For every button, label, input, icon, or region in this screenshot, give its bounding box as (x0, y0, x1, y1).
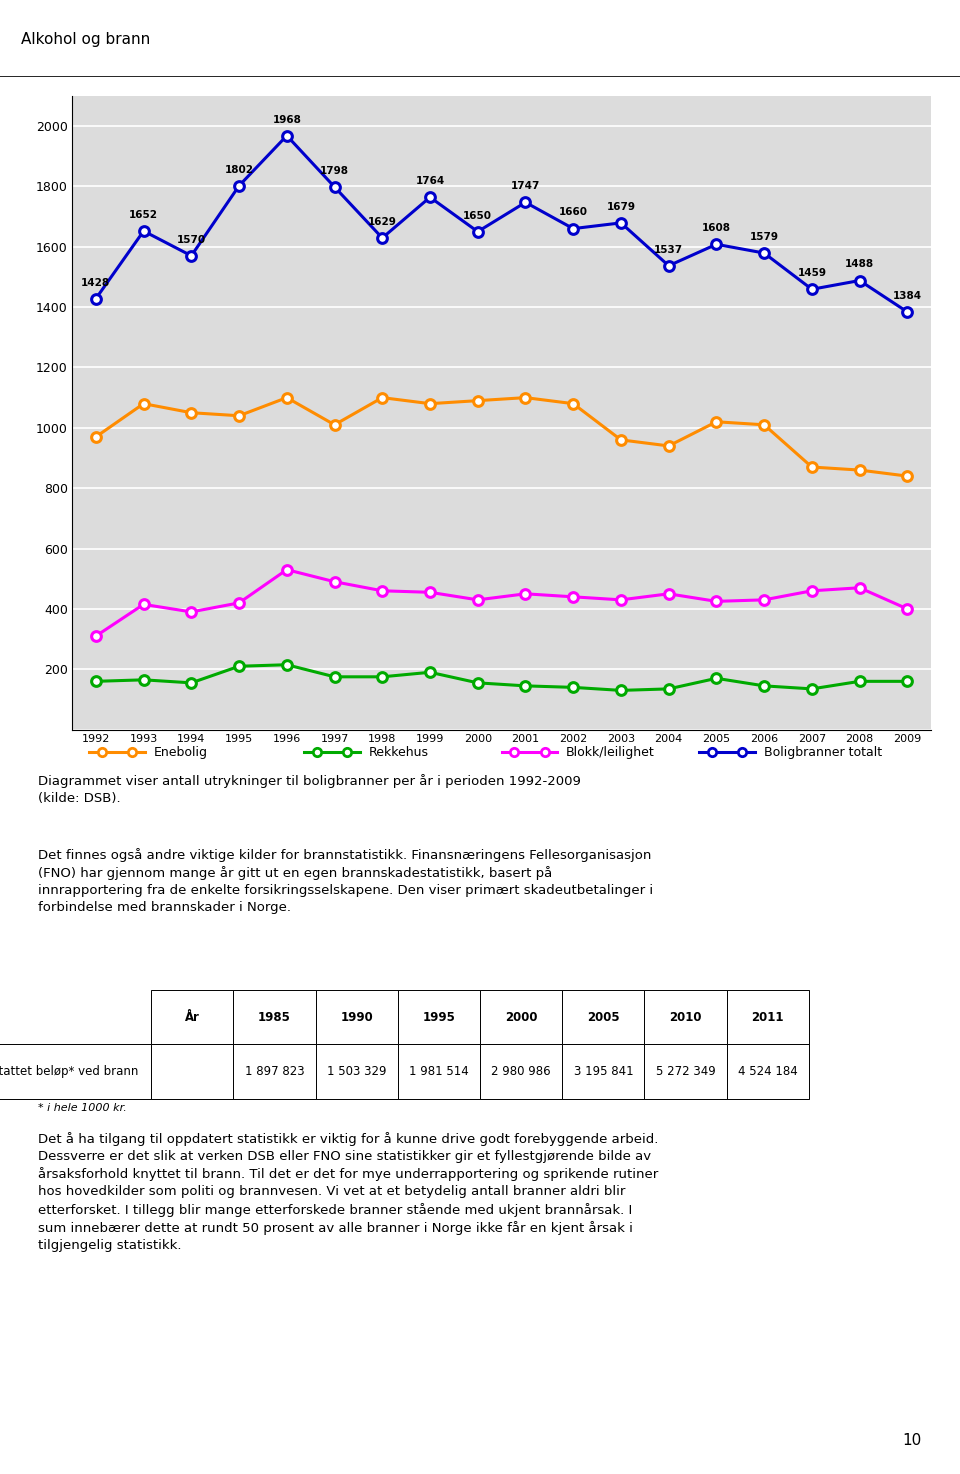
Text: 1802: 1802 (225, 165, 253, 174)
Text: Diagrammet viser antall utrykninger til boligbranner per år i perioden 1992-2009: Diagrammet viser antall utrykninger til … (38, 774, 581, 805)
Text: 1537: 1537 (654, 245, 684, 255)
Text: 1384: 1384 (893, 290, 922, 301)
Text: 1747: 1747 (511, 181, 540, 192)
Text: 1679: 1679 (607, 202, 636, 212)
Text: 1459: 1459 (798, 268, 827, 279)
Text: 1764: 1764 (416, 175, 444, 186)
Text: 1428: 1428 (82, 277, 110, 287)
Text: 1629: 1629 (368, 217, 396, 227)
Text: 1650: 1650 (464, 211, 492, 221)
Text: 10: 10 (902, 1433, 922, 1449)
Text: * i hele 1000 kr.: * i hele 1000 kr. (38, 1103, 127, 1113)
Text: Det finnes også andre viktige kilder for brannstatistikk. Finansnæringens Felles: Det finnes også andre viktige kilder for… (38, 848, 654, 914)
Text: 1570: 1570 (177, 234, 205, 245)
Text: 1968: 1968 (273, 115, 301, 124)
Text: Boligbranner totalt: Boligbranner totalt (763, 746, 882, 759)
Text: Alkohol og brann: Alkohol og brann (21, 32, 151, 47)
Text: Rekkehus: Rekkehus (369, 746, 428, 759)
Text: 1652: 1652 (129, 209, 158, 220)
Text: Enebolig: Enebolig (154, 746, 207, 759)
Text: Det å ha tilgang til oppdatert statistikk er viktig for å kunne drive godt foreb: Det å ha tilgang til oppdatert statistik… (38, 1132, 659, 1251)
Text: 1798: 1798 (320, 167, 349, 175)
Text: 1579: 1579 (750, 231, 779, 242)
Text: 1608: 1608 (702, 223, 731, 233)
Text: 1488: 1488 (845, 259, 875, 270)
Text: 1660: 1660 (559, 208, 588, 218)
Text: Blokk/leilighet: Blokk/leilighet (566, 746, 655, 759)
